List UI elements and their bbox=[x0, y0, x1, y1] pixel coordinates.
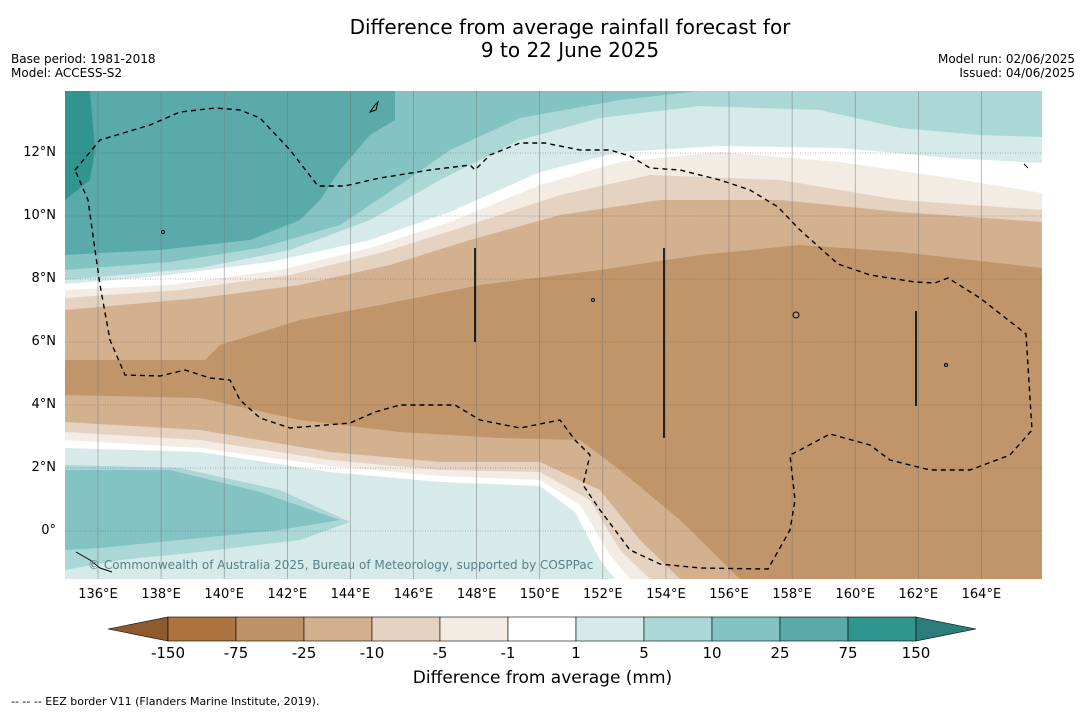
y-tick-label: 2°N bbox=[31, 460, 57, 475]
colorbar-label: 10 bbox=[702, 644, 722, 662]
band-wet-max-north bbox=[65, 91, 95, 200]
x-tick-label: 146°E bbox=[393, 587, 434, 602]
x-tick-label: 140°E bbox=[204, 587, 244, 602]
colorbar-segment bbox=[303, 616, 373, 642]
y-tick-label: 0° bbox=[41, 523, 56, 538]
colorbar-segment bbox=[371, 616, 441, 642]
model-text: Model: ACCESS-S2 bbox=[11, 66, 123, 80]
colorbar-segment bbox=[507, 616, 577, 642]
title-line-2: 9 to 22 June 2025 bbox=[480, 38, 660, 62]
colorbar bbox=[107, 616, 977, 642]
base-period-text: Base period: 1981-2018 bbox=[11, 52, 156, 66]
colorbar-label: -150 bbox=[150, 644, 186, 662]
x-tick-label: 164°E bbox=[961, 587, 1002, 602]
colorbar-label: -25 bbox=[291, 644, 317, 662]
colorbar-label: -10 bbox=[359, 644, 385, 662]
colorbar-label: -5 bbox=[432, 644, 448, 662]
graticule bbox=[65, 152, 1042, 532]
colorbar-extend-high bbox=[915, 616, 977, 642]
colorbar-segment bbox=[439, 616, 509, 642]
colorbar-label: 150 bbox=[901, 644, 931, 662]
y-tick-label: 10°N bbox=[23, 208, 56, 223]
colorbar-label: 75 bbox=[838, 644, 858, 662]
colorbar-label: -1 bbox=[500, 644, 516, 662]
issued-text: Issued: 04/06/2025 bbox=[959, 66, 1075, 80]
colorbar-segment bbox=[643, 616, 713, 642]
band-wet-strong-north bbox=[65, 91, 395, 255]
colorbar-segment bbox=[235, 616, 305, 642]
colorbar-segment bbox=[167, 616, 237, 642]
colorbar-segment bbox=[575, 616, 645, 642]
y-tick-label: 6°N bbox=[31, 334, 57, 349]
colorbar-title: Difference from average (mm) bbox=[412, 668, 673, 688]
x-tick-label: 138°E bbox=[141, 587, 181, 602]
meridian-lines bbox=[97, 91, 982, 579]
x-tick-label: 154°E bbox=[646, 587, 686, 602]
colorbar-segment bbox=[711, 616, 781, 642]
x-tick-label: 148°E bbox=[456, 587, 497, 602]
colorbar-segment bbox=[847, 616, 917, 642]
x-tick-label: 158°E bbox=[772, 587, 812, 602]
colorbar-label: 25 bbox=[770, 644, 790, 662]
x-tick-label: 162°E bbox=[898, 587, 939, 602]
x-tick-label: 150°E bbox=[519, 587, 560, 602]
copyright-text: © Commonwealth of Australia 2025, Bureau… bbox=[88, 558, 594, 572]
islands bbox=[75, 100, 1029, 573]
band-wet-mid-south bbox=[65, 470, 340, 550]
colorbar-label: -75 bbox=[223, 644, 249, 662]
colorbar-label: 1 bbox=[571, 644, 581, 662]
map-fill-layer bbox=[65, 91, 1042, 579]
y-tick-label: 8°N bbox=[31, 271, 57, 286]
x-tick-label: 160°E bbox=[835, 587, 875, 602]
x-tick-label: 152°E bbox=[583, 587, 623, 602]
title-line-1: Difference from average rainfall forecas… bbox=[349, 15, 791, 39]
y-tick-label: 4°N bbox=[31, 397, 57, 412]
y-tick-label: 12°N bbox=[23, 145, 56, 160]
colorbar-segment bbox=[779, 616, 849, 642]
x-tick-label: 136°E bbox=[78, 587, 118, 602]
colorbar-extend-low bbox=[107, 616, 169, 642]
eez-border-north bbox=[74, 107, 1033, 570]
colorbar-label: 5 bbox=[639, 644, 649, 662]
x-tick-label: 144°E bbox=[330, 587, 371, 602]
eez-legend-note: -- -- -- EEZ border V11 (Flanders Marine… bbox=[11, 695, 320, 708]
x-tick-label: 142°E bbox=[267, 587, 308, 602]
x-tick-label: 156°E bbox=[709, 587, 749, 602]
model-run-text: Model run: 02/06/2025 bbox=[937, 52, 1075, 66]
